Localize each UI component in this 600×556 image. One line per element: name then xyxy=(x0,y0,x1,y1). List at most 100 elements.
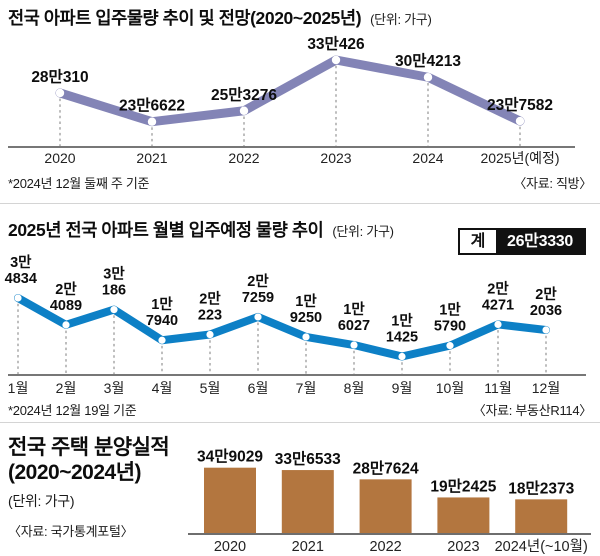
section-divider-2 xyxy=(0,422,600,423)
data-line xyxy=(14,294,550,361)
data-point-marker xyxy=(239,106,249,115)
category-label: 2023 xyxy=(447,539,479,555)
category-label: 2023 xyxy=(320,150,351,166)
category-label: 2020 xyxy=(44,150,75,166)
annual-movein-line-chart: 28만310 23만6622 25만3276 33만426 30만4213 23만7582… xyxy=(8,35,575,166)
point-value-label: 9250 xyxy=(290,310,322,326)
bar-value-label: 19만2425 xyxy=(430,477,496,495)
bar xyxy=(515,499,568,534)
category-label: 11월 xyxy=(484,380,511,396)
category-label: 2021 xyxy=(136,150,167,166)
data-point-marker xyxy=(62,321,70,329)
point-value-label: 4089 xyxy=(50,298,82,314)
point-value-label: 33만426 xyxy=(307,35,365,53)
sales-chart-source: 〈자료: 국가통계포털〉 xyxy=(8,524,134,539)
bar xyxy=(359,479,412,534)
annual-chart-footnote: *2024년 12월 둘째 주 기준 xyxy=(8,176,150,191)
data-point-marker xyxy=(302,333,310,341)
data-point-marker xyxy=(147,117,157,126)
category-label: 4월 xyxy=(152,380,173,396)
data-point-marker xyxy=(423,73,433,82)
monthly-section-header: 2025년 전국 아파트 월별 입주예정 물량 추이 (단위: 가구) xyxy=(8,217,394,242)
point-value-label: 3만 xyxy=(10,254,32,271)
bar xyxy=(204,467,256,534)
bar-value-label: 34만9029 xyxy=(197,448,263,466)
category-label: 2020 xyxy=(214,539,246,555)
bar-value-label: 33만6533 xyxy=(275,450,341,468)
data-point-marker xyxy=(494,320,502,329)
category-label: 1월 xyxy=(8,380,29,396)
bar-value-label: 28만7624 xyxy=(353,459,419,477)
category-label: 3월 xyxy=(104,380,125,396)
category-label: 6월 xyxy=(248,380,269,396)
point-value-label: 2만 xyxy=(247,273,269,290)
point-value-label: 3만 xyxy=(103,266,125,283)
point-value-label: 30만4213 xyxy=(395,52,461,70)
sales-chart-title-line2: (2020~2024년) xyxy=(8,461,142,484)
annual-chart-unit: (단위: 가구) xyxy=(370,12,432,27)
point-value-label: 223 xyxy=(198,308,222,324)
total-badge-value: 26만3330 xyxy=(495,230,584,253)
annual-section-header: 전국 아파트 입주물량 추이 및 전망(2020~2025년) (단위: 가구) xyxy=(8,5,432,30)
point-value-label: 1만 xyxy=(151,296,173,313)
annual-chart-source: 〈자료: 직방〉 xyxy=(513,176,592,191)
point-value-label: 2만 xyxy=(535,286,557,303)
point-value-label: 23만7582 xyxy=(487,96,553,114)
point-value-label: 25만3276 xyxy=(211,86,277,104)
section-divider-1 xyxy=(0,203,600,204)
category-label: 2월 xyxy=(56,380,77,396)
monthly-chart-source: 〈자료: 부동산R114〉 xyxy=(472,403,593,418)
category-label: 2024 xyxy=(412,150,443,166)
point-value-label: 2036 xyxy=(530,303,562,319)
data-point-marker xyxy=(331,55,341,65)
point-value-label: 5790 xyxy=(434,319,466,335)
category-label: 2025년(예정) xyxy=(480,150,559,166)
data-point-marker xyxy=(542,326,550,334)
category-label: 2024년(~10월) xyxy=(495,538,588,555)
point-value-label: 186 xyxy=(102,283,126,299)
data-point-marker xyxy=(55,88,65,98)
monthly-chart-unit: (단위: 가구) xyxy=(332,224,394,239)
category-label: 2021 xyxy=(292,539,324,555)
point-value-label: 7259 xyxy=(242,290,274,306)
point-value-label: 1만 xyxy=(343,301,365,318)
data-point-marker xyxy=(206,330,214,339)
monthly-chart-title: 2025년 전국 아파트 월별 입주예정 물량 추이 xyxy=(8,220,324,240)
data-point-marker xyxy=(398,352,406,361)
data-point-marker xyxy=(515,116,525,126)
data-point-marker xyxy=(254,313,262,321)
data-line xyxy=(55,55,525,127)
bar-value-label: 18만2373 xyxy=(508,479,574,497)
category-label: 7월 xyxy=(296,380,317,396)
point-value-label: 1만 xyxy=(295,293,317,310)
total-badge-label: 계 xyxy=(459,230,496,253)
point-value-label: 23만6622 xyxy=(119,97,185,115)
total-badge: 계 26만3330 xyxy=(457,228,586,255)
point-value-label: 1만 xyxy=(391,313,413,330)
sales-bar-chart: 34만9029 33만6533 28만7624 19만2425 18만2373 2020 2… xyxy=(188,448,591,555)
bar xyxy=(281,470,334,534)
data-point-marker xyxy=(110,306,118,314)
point-value-label: 1425 xyxy=(386,330,418,346)
category-label: 8월 xyxy=(344,380,365,396)
point-value-label: 2만 xyxy=(487,280,509,297)
category-label: 12월 xyxy=(532,380,560,396)
annual-chart-title: 전국 아파트 입주물량 추이 및 전망(2020~2025년) xyxy=(8,8,362,28)
category-label: 2022 xyxy=(369,539,401,555)
category-label: 2022 xyxy=(228,150,259,166)
point-value-label: 4834 xyxy=(5,271,37,287)
category-label: 9월 xyxy=(392,380,413,396)
data-point-marker xyxy=(14,294,22,302)
point-value-label: 7940 xyxy=(146,313,178,329)
point-value-label: 28만310 xyxy=(31,68,88,86)
point-value-label: 4271 xyxy=(482,297,514,313)
data-point-marker xyxy=(158,336,166,344)
data-point-marker xyxy=(350,341,358,349)
sales-chart-title-line1: 전국 주택 분양실적 xyxy=(8,436,170,459)
sales-chart-unit: (단위: 가구) xyxy=(8,493,75,509)
bar xyxy=(437,497,490,534)
category-label: 10월 xyxy=(436,380,464,396)
point-value-label: 2만 xyxy=(55,281,77,298)
monthly-chart-footnote: *2024년 12월 19일 기준 xyxy=(8,403,137,418)
